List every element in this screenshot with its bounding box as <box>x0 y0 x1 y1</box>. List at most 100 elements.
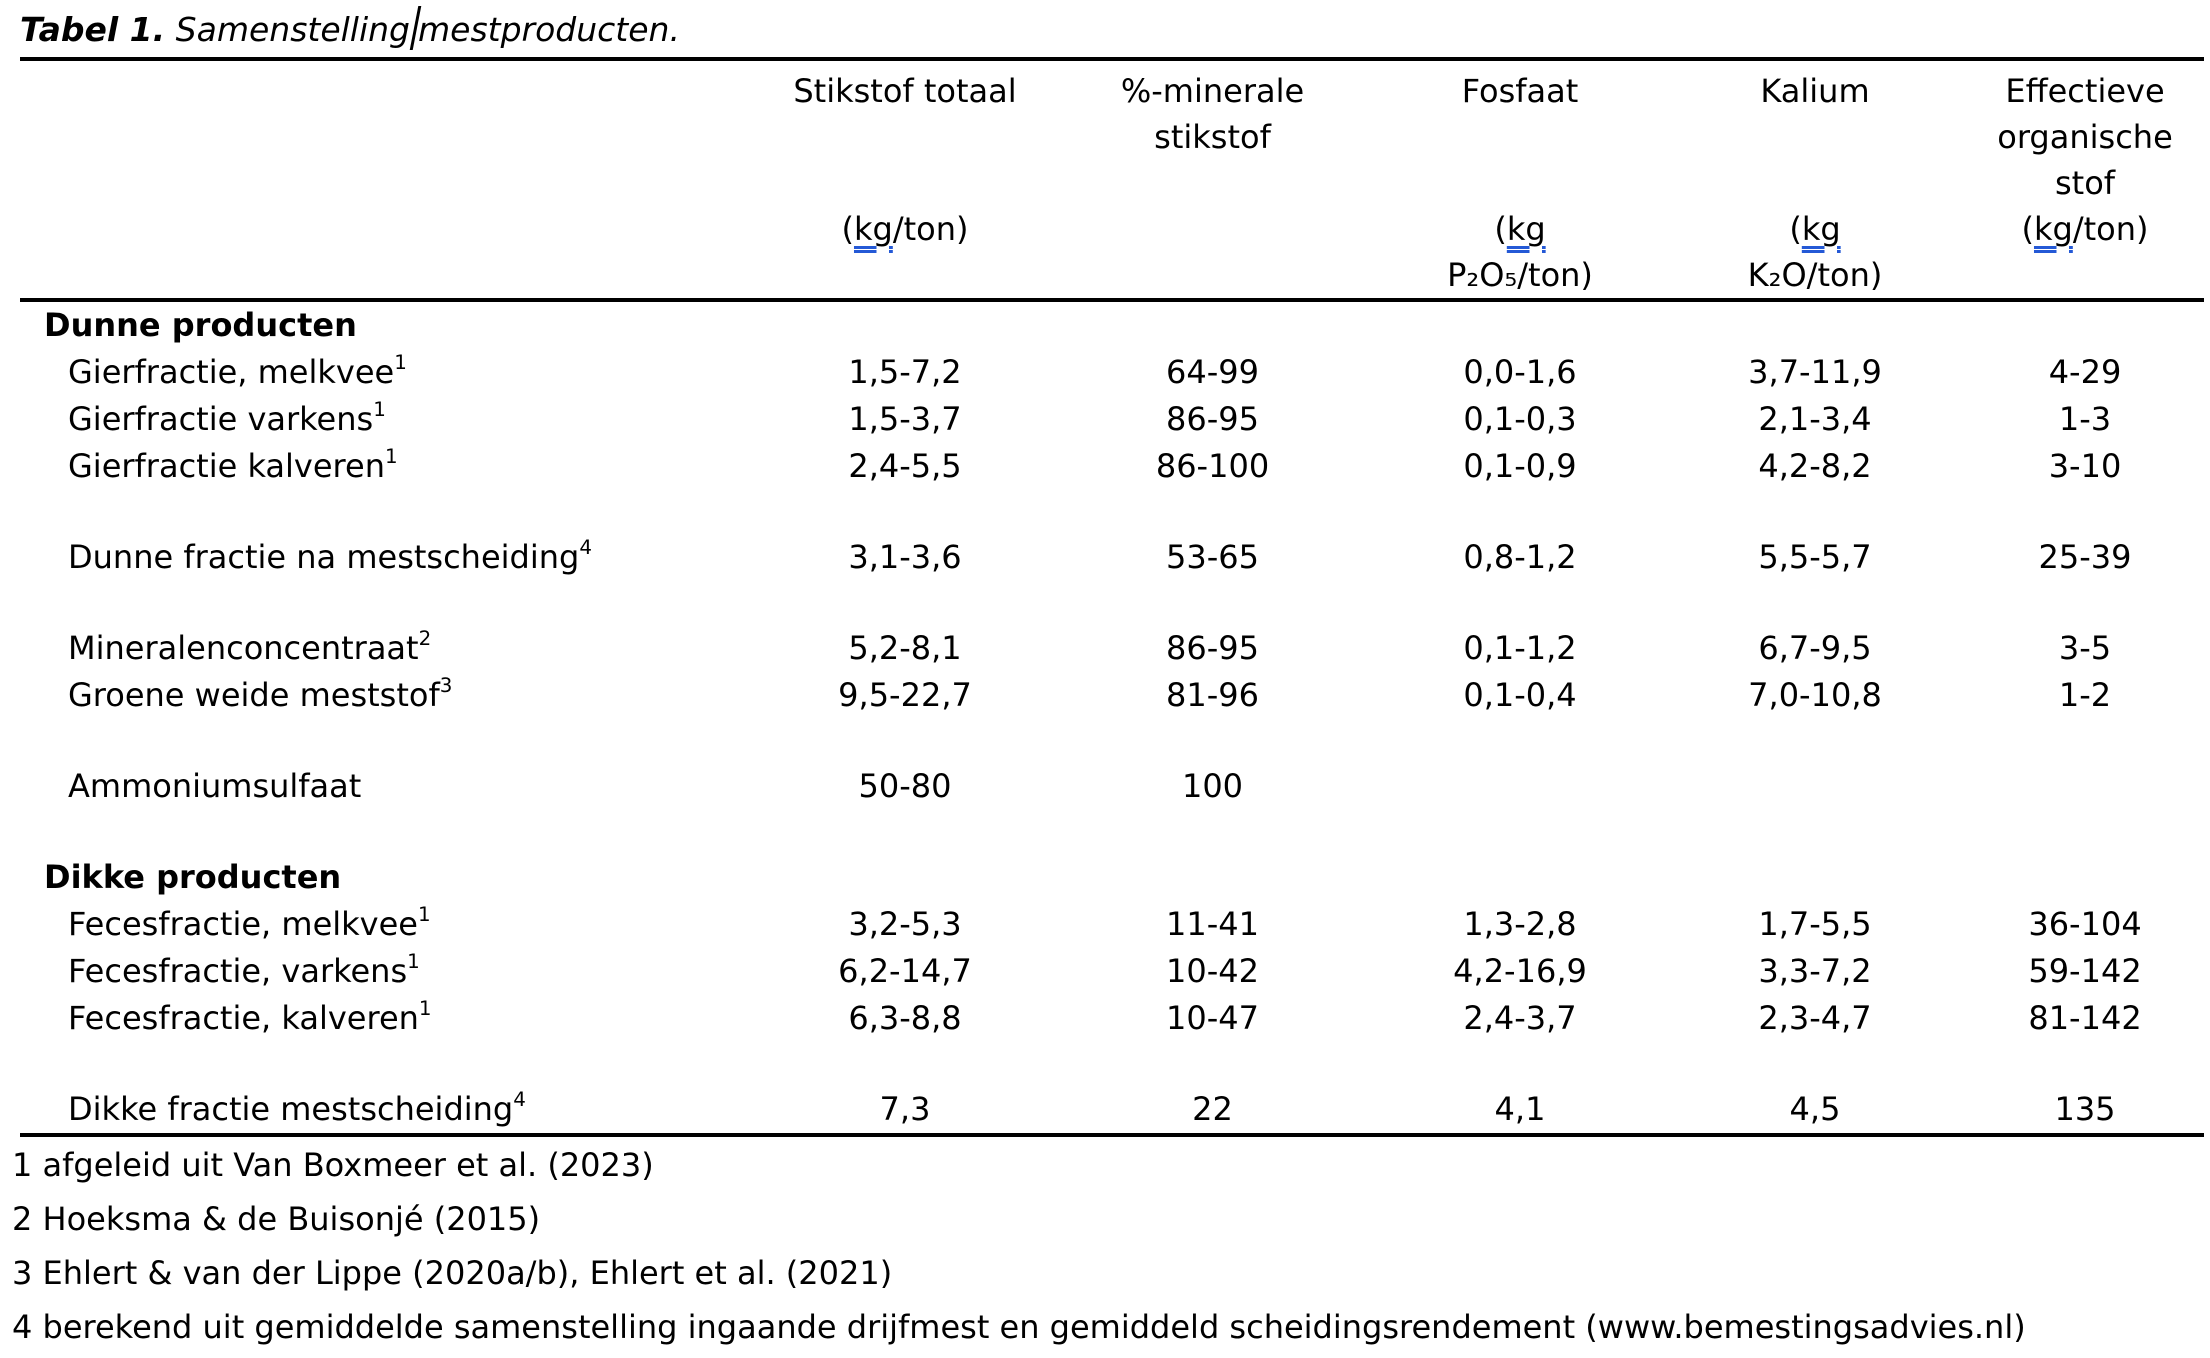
footnotes: 1 afgeleid uit Van Boxmeer et al. (2023)… <box>0 1137 2210 1347</box>
table-cell: 6,7-9,5 <box>1758 629 1872 667</box>
column-header-line <box>755 114 1055 160</box>
column-header-line <box>1370 160 1670 206</box>
table-cell: 135 <box>2054 1090 2116 1128</box>
column-unit-line <box>1960 252 2210 298</box>
table-cell: 4-29 <box>2048 353 2122 391</box>
column-header-line: stof <box>2054 164 2116 202</box>
column-unit-line: (kg <box>1494 210 1546 248</box>
footnote-2: 2 Hoeksma & de Buisonjé (2015) <box>12 1200 541 1238</box>
table-cell <box>1370 302 1670 349</box>
table-cell: 1,5-7,2 <box>848 353 962 391</box>
row-label-column-header <box>0 68 755 298</box>
table-body: Dunne producten Gierfractie, melkvee1 1,5-… <box>0 302 2210 1133</box>
grammar-check-underline: kg <box>1506 210 1546 248</box>
table-cell: 2,3-4,7 <box>1758 999 1872 1037</box>
row-label-text: Dunne fractie na mestscheiding <box>68 538 580 576</box>
row-label-text: Gierfractie, melkvee <box>68 353 395 391</box>
table-cell: 0,1-1,2 <box>1463 629 1577 667</box>
table-caption-number: Tabel 1. <box>20 10 166 49</box>
row-label: Gierfractie varkens1 <box>0 396 755 443</box>
row-label-text: Mineralenconcentraat <box>68 629 419 667</box>
grammar-check-underline: kg <box>853 210 893 248</box>
table-cell: 4,5 <box>1789 1090 1841 1128</box>
table-cell <box>1370 854 1670 901</box>
grammar-check-underline: kg <box>2033 210 2073 248</box>
table-cell <box>1055 854 1370 901</box>
table-row: Fecesfractie, varkens1 6,2-14,7 10-42 4,2-1… <box>0 948 2210 995</box>
table-cell: 100 <box>1181 767 1244 805</box>
row-label: Dunne fractie na mestscheiding4 <box>0 534 755 581</box>
table-cell: 1,3-2,8 <box>1463 905 1577 943</box>
table-cell: 1-2 <box>2058 676 2112 714</box>
footnote-reference: 1 <box>394 351 407 374</box>
table-cell: 3-10 <box>2048 447 2122 485</box>
footnote-3: 3 Ehlert & van der Lippe (2020a/b), Ehle… <box>12 1254 893 1292</box>
table-spacer-row <box>0 581 2210 625</box>
table-spacer-row <box>0 810 2210 854</box>
table-cell: 0,8-1,2 <box>1463 538 1577 576</box>
table-cell <box>1670 302 1960 349</box>
column-header-line: Kalium <box>1760 72 1870 110</box>
table-caption: Tabel 1. Samenstelling mestproducten. <box>0 0 2210 57</box>
table-row: Dikke fractie mestscheiding4 7,3 22 4,1 4,5 1… <box>0 1086 2210 1133</box>
table-row: Fecesfractie, melkvee1 3,2-5,3 11-41 1,3-2,… <box>0 901 2210 948</box>
table-row: Gierfractie kalveren1 2,4-5,5 86-100 0,1-0,… <box>0 443 2210 490</box>
column-unit-line: P₂O₅/ton) <box>1447 256 1593 294</box>
table-cell: 11-41 <box>1166 905 1259 943</box>
table-cell: 64-99 <box>1166 353 1259 391</box>
column-unit-line: (kg <box>1789 210 1841 248</box>
column-header-1: Stikstof totaal (kg/ton) <box>755 68 1055 298</box>
column-header-line: %-minerale <box>1120 72 1305 110</box>
column-unit-line: (kg/ton) <box>2021 210 2149 248</box>
column-header-line: Fosfaat <box>1461 72 1579 110</box>
column-unit-line <box>1055 252 1370 298</box>
table-row: Ammoniumsulfaat 50-80 100 <box>0 763 2210 810</box>
table-cell: 2,4-5,5 <box>848 447 962 485</box>
column-header-line <box>1670 160 1960 206</box>
table-cell: 86-100 <box>1155 447 1270 485</box>
row-label-text: Dunne producten <box>44 306 357 344</box>
table-spacer-row <box>0 719 2210 763</box>
footnote-reference: 2 <box>418 627 432 650</box>
column-header-line: stikstof <box>1154 118 1271 156</box>
table-cell: 3,3-7,2 <box>1758 952 1872 990</box>
table-cell: 10-42 <box>1166 952 1259 990</box>
row-label: Ammoniumsulfaat <box>0 763 755 810</box>
table-cell: 59-142 <box>2028 952 2142 990</box>
row-label-text: Dikke producten <box>44 858 342 896</box>
row-label-text: Dikke fractie mestscheiding <box>68 1090 514 1128</box>
table-cell: 1,7-5,5 <box>1758 905 1872 943</box>
column-unit-line: (kg/ton) <box>841 210 969 248</box>
table-cell <box>1055 302 1370 349</box>
row-label: Fecesfractie, melkvee1 <box>0 901 755 948</box>
row-label-text: Ammoniumsulfaat <box>68 767 362 805</box>
table-cell: 4,2-16,9 <box>1453 952 1587 990</box>
table-row: Fecesfractie, kalveren1 6,3-8,8 10-47 2,4-3… <box>0 995 2210 1042</box>
row-label-text: Fecesfractie, kalveren <box>68 999 419 1037</box>
table-cell: 81-96 <box>1166 676 1259 714</box>
footnote-reference: 4 <box>513 1088 526 1111</box>
table-spacer-row <box>0 1042 2210 1086</box>
table-cell: 81-142 <box>2028 999 2142 1037</box>
table-cell: 86-95 <box>1166 400 1259 438</box>
table-section-row: Dunne producten <box>0 302 2210 349</box>
table-cell: 50-80 <box>858 767 952 805</box>
table-spacer-row <box>0 490 2210 534</box>
section-header: Dikke producten <box>0 854 755 901</box>
table-row: Groene weide meststof3 9,5-22,7 81-96 0,1-0… <box>0 672 2210 719</box>
table-cell: 5,5-5,7 <box>1758 538 1872 576</box>
row-label: Gierfractie, melkvee1 <box>0 349 755 396</box>
row-label: Fecesfractie, varkens1 <box>0 948 755 995</box>
column-unit-line <box>1055 206 1370 252</box>
table-cell: 36-104 <box>2028 905 2142 943</box>
table-cell <box>1960 302 2210 349</box>
table-row: Gierfractie varkens1 1,5-3,7 86-95 0,1-0,3 2… <box>0 396 2210 443</box>
table-cell: 0,1-0,4 <box>1463 676 1577 714</box>
column-header-line <box>1370 114 1670 160</box>
column-header-line: Effectieve <box>2005 72 2165 110</box>
column-unit-line: K₂O/ton) <box>1747 256 1883 294</box>
table-cell: 0,1-0,3 <box>1463 400 1577 438</box>
column-header-line <box>1055 160 1370 206</box>
table-cell: 2,1-3,4 <box>1758 400 1872 438</box>
table-header-row: Stikstof totaal (kg/ton) %-minerale stiksto… <box>0 61 2210 298</box>
